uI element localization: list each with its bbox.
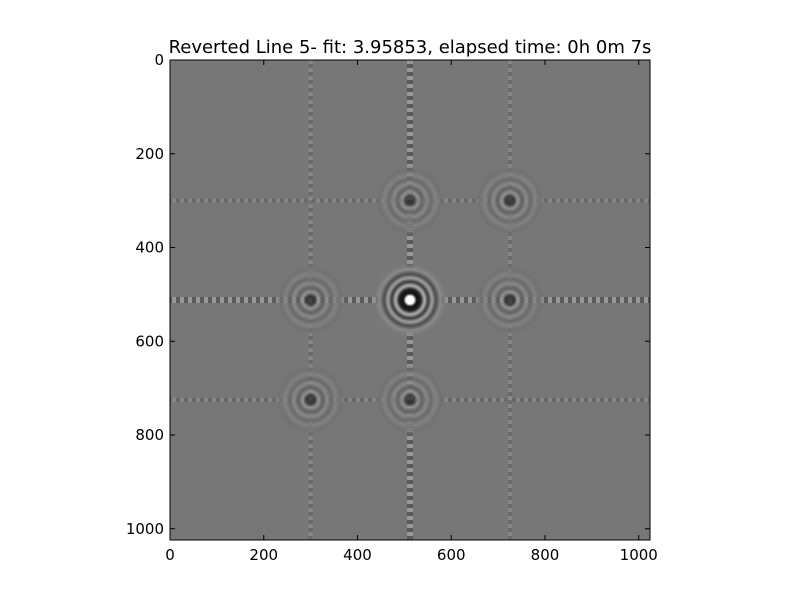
ring-spot [473,264,546,336]
ring-spot [374,164,446,237]
ring-spot [274,363,347,436]
x-tick-label: 800 [531,546,560,564]
y-tick-label: 400 [135,239,164,257]
x-tick-label: 0 [165,546,175,564]
y-tick-label: 600 [135,332,164,350]
y-tick-label: 200 [135,145,164,163]
x-tick-label: 600 [437,546,466,564]
y-axis: 0 200 400 600 800 1000 [126,51,650,538]
x-tick-label: 400 [343,546,372,564]
ring-spot [274,264,347,336]
y-tick-label: 1000 [126,520,164,538]
chart-title: Reverted Line 5- fit: 3.95853, elapsed t… [169,37,652,58]
y-tick-label: 800 [135,426,164,444]
ring-spot [374,363,446,436]
y-tick-label: 0 [154,51,164,69]
x-axis: 0 200 400 600 800 1000 [165,60,658,564]
ring-spot [473,164,546,237]
ring-spots [274,164,546,436]
x-tick-label: 1000 [620,546,658,564]
plot-frame [169,59,651,541]
x-tick-label: 200 [249,546,278,564]
central-bright-spot [372,262,448,338]
plot-area [170,60,650,540]
